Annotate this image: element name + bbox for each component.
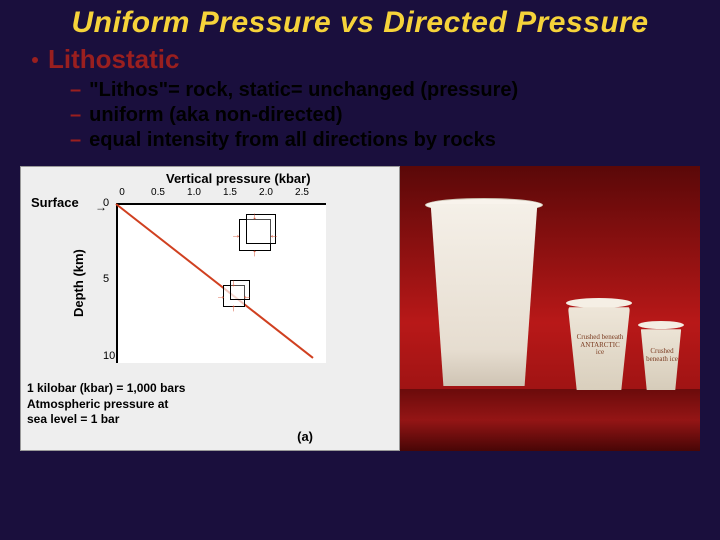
- dash-icon: –: [70, 129, 81, 152]
- xtick: 0: [111, 187, 133, 198]
- cube-icon: ↓ ↑ → ←: [223, 285, 245, 307]
- subtitle-row: Lithostatic: [0, 42, 720, 79]
- figure-row: Vertical pressure (kbar) Surface → Depth…: [0, 166, 720, 451]
- slide-title: Uniform Pressure vs Directed Pressure: [0, 0, 720, 42]
- footnote-line: sea level = 1 bar: [27, 412, 185, 428]
- chart-panel: Vertical pressure (kbar) Surface → Depth…: [20, 166, 400, 451]
- cup-large-icon: [426, 204, 542, 386]
- list-text: equal intensity from all directions by r…: [89, 129, 496, 152]
- xtick: 2.0: [255, 187, 277, 198]
- list-text: "Lithos"= rock, static= unchanged (press…: [89, 79, 518, 102]
- cup-label-med: Crushed beneath ANTARCTIC ice: [576, 334, 624, 357]
- dash-icon: –: [70, 79, 81, 102]
- cube-icon: ↓ ↑ → ←: [239, 219, 271, 251]
- ytick: 10: [103, 350, 115, 362]
- xtick: 1.5: [219, 187, 241, 198]
- ytick: 5: [103, 273, 109, 285]
- sub-list: – "Lithos"= rock, static= unchanged (pre…: [0, 79, 720, 152]
- chart-footnote: 1 kilobar (kbar) = 1,000 bars Atmospheri…: [27, 381, 185, 428]
- dash-icon: –: [70, 104, 81, 127]
- subtitle-text: Lithostatic: [48, 44, 179, 75]
- xtick: 2.5: [291, 187, 313, 198]
- surface-label: Surface: [31, 195, 79, 210]
- footnote-line: 1 kilobar (kbar) = 1,000 bars: [27, 381, 185, 397]
- photo-floor: [400, 389, 700, 451]
- list-item: – "Lithos"= rock, static= unchanged (pre…: [70, 79, 720, 102]
- x-ticks: 0 0.5 1.0 1.5 2.0 2.5: [111, 187, 313, 198]
- title-text: Uniform Pressure vs Directed Pressure: [71, 6, 648, 39]
- xtick: 0.5: [147, 187, 169, 198]
- list-text: uniform (aka non-directed): [89, 104, 342, 127]
- chart-y-label: Depth (km): [71, 249, 86, 317]
- chart-x-label: Vertical pressure (kbar): [166, 171, 311, 186]
- ytick: 0: [103, 197, 109, 209]
- footnote-line: Atmospheric pressure at: [27, 397, 185, 413]
- list-item: – equal intensity from all directions by…: [70, 129, 720, 152]
- photo-panel: Crushed beneath ANTARCTIC ice Crushed be…: [400, 166, 700, 451]
- list-item: – uniform (aka non-directed): [70, 104, 720, 127]
- cup-label-small: Crushed beneath ice: [646, 348, 678, 363]
- xtick: 1.0: [183, 187, 205, 198]
- bullet-icon: [32, 57, 38, 63]
- panel-label: (a): [297, 429, 313, 444]
